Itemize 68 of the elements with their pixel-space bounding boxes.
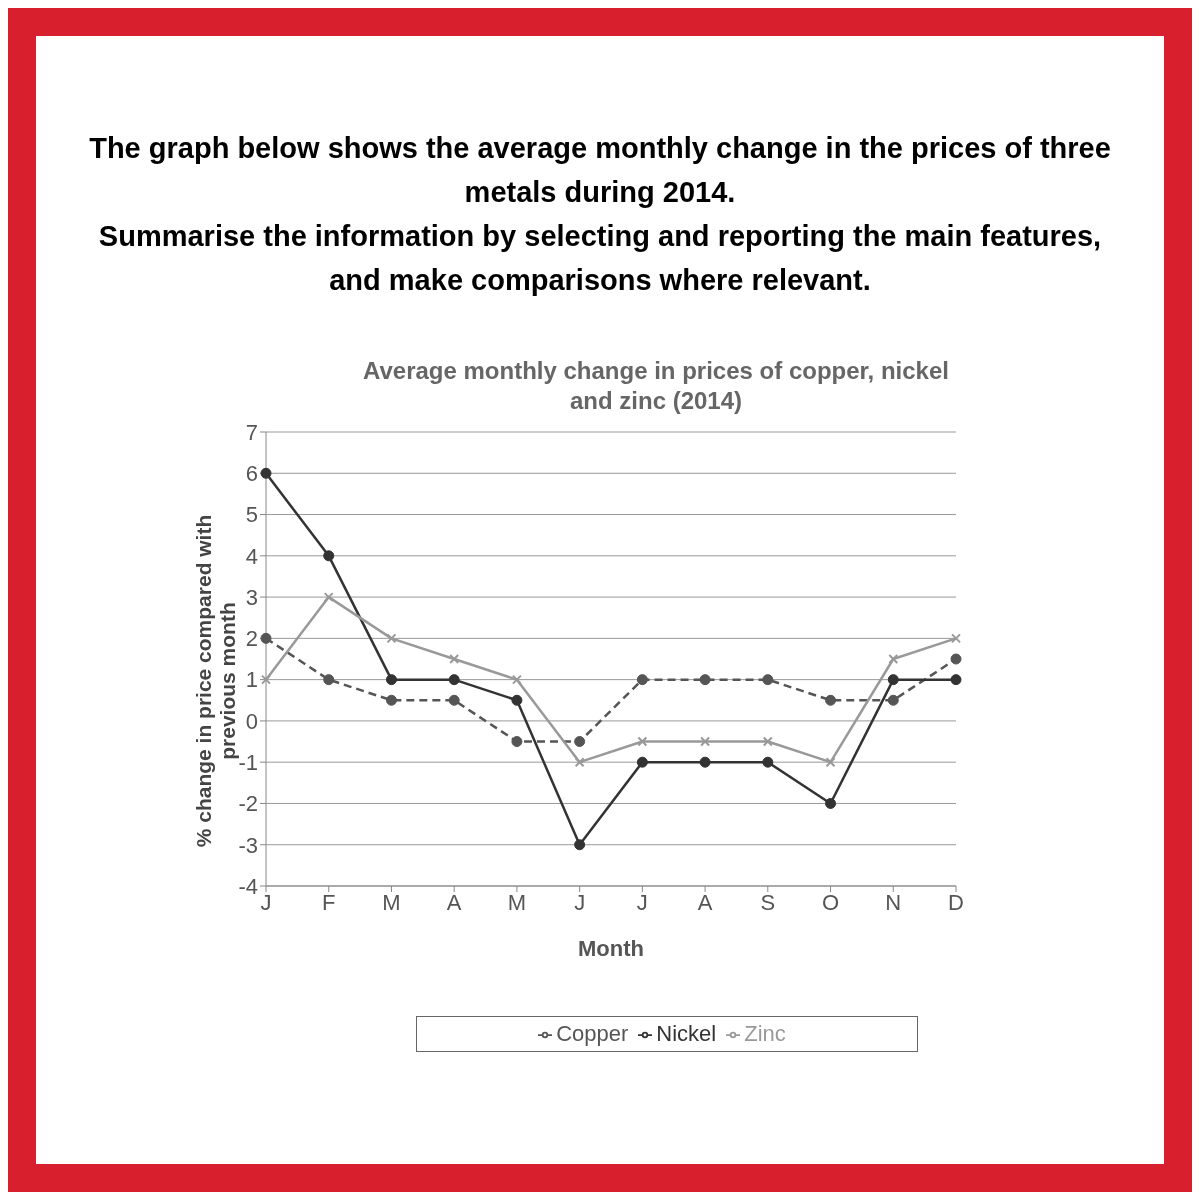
text: The graph below shows the average monthly change in the prices of three metals during 2014. <box>88 131 1112 210</box>
chart-title: Average monthly change in prices of copper, nickel and zinc (2014) <box>362 356 950 416</box>
x-tick-label: M <box>507 889 527 915</box>
x-tick-label: J <box>574 889 586 915</box>
point <box>448 694 460 706</box>
point <box>386 633 397 644</box>
y-tick-label: 0 <box>245 708 258 734</box>
point <box>888 654 899 664</box>
x-axis-title: Month <box>578 936 644 961</box>
point <box>950 653 962 665</box>
x-tick-label: J <box>260 889 272 915</box>
y-tick-label: 2 <box>245 626 258 652</box>
point <box>887 694 899 706</box>
y-tick-label: 4 <box>245 543 258 569</box>
point <box>636 756 648 768</box>
point <box>323 674 335 686</box>
x-tick-label: D <box>948 889 964 915</box>
x-tick-label: S <box>760 889 776 915</box>
point <box>323 592 334 603</box>
text: Summarise the information by selecting and reporting the main features, and make comparisons where relevant. <box>97 219 1103 298</box>
point <box>261 674 271 685</box>
point <box>385 694 397 706</box>
x-tick-label: O <box>821 889 840 915</box>
point <box>260 632 272 644</box>
point <box>511 674 522 685</box>
y-tick-label: 3 <box>245 584 258 610</box>
y-tick-label: 7 <box>245 419 258 445</box>
x-tick-label: N <box>885 889 902 915</box>
x-tick-label: J <box>636 889 648 915</box>
legend-label: Nickel <box>656 1021 717 1046</box>
point <box>762 674 774 686</box>
point <box>951 633 961 644</box>
point <box>700 736 711 747</box>
point <box>448 674 460 686</box>
point <box>636 674 648 686</box>
point <box>511 736 523 748</box>
point <box>574 736 586 748</box>
x-tick-label: A <box>697 889 713 915</box>
point <box>385 674 397 686</box>
point <box>637 736 648 747</box>
y-tick-label: -2 <box>238 791 258 817</box>
point <box>323 550 335 562</box>
point <box>825 694 837 706</box>
point <box>449 654 460 664</box>
point <box>825 757 836 768</box>
point <box>825 797 837 809</box>
point <box>762 736 773 747</box>
point <box>511 694 523 706</box>
legend-label: Zinc <box>744 1021 786 1046</box>
point <box>762 756 774 768</box>
y-tick-label: 1 <box>245 667 258 693</box>
y-tick-label: 6 <box>245 461 258 487</box>
y-tick-label: -1 <box>238 749 258 775</box>
point <box>699 756 711 768</box>
y-tick-label: -4 <box>238 873 258 899</box>
point <box>887 674 899 686</box>
point <box>260 467 272 479</box>
y-axis-title: % change in price compared with previous month <box>192 513 239 850</box>
y-tick-label: 5 <box>245 502 258 528</box>
point <box>574 757 585 768</box>
y-tick-label: -3 <box>238 832 258 858</box>
x-tick-label: F <box>322 889 336 915</box>
point <box>950 674 962 686</box>
x-tick-label: A <box>446 889 462 915</box>
legend-label: Copper <box>556 1021 629 1046</box>
point <box>574 839 586 851</box>
point <box>699 674 711 686</box>
x-tick-label: M <box>382 889 401 915</box>
